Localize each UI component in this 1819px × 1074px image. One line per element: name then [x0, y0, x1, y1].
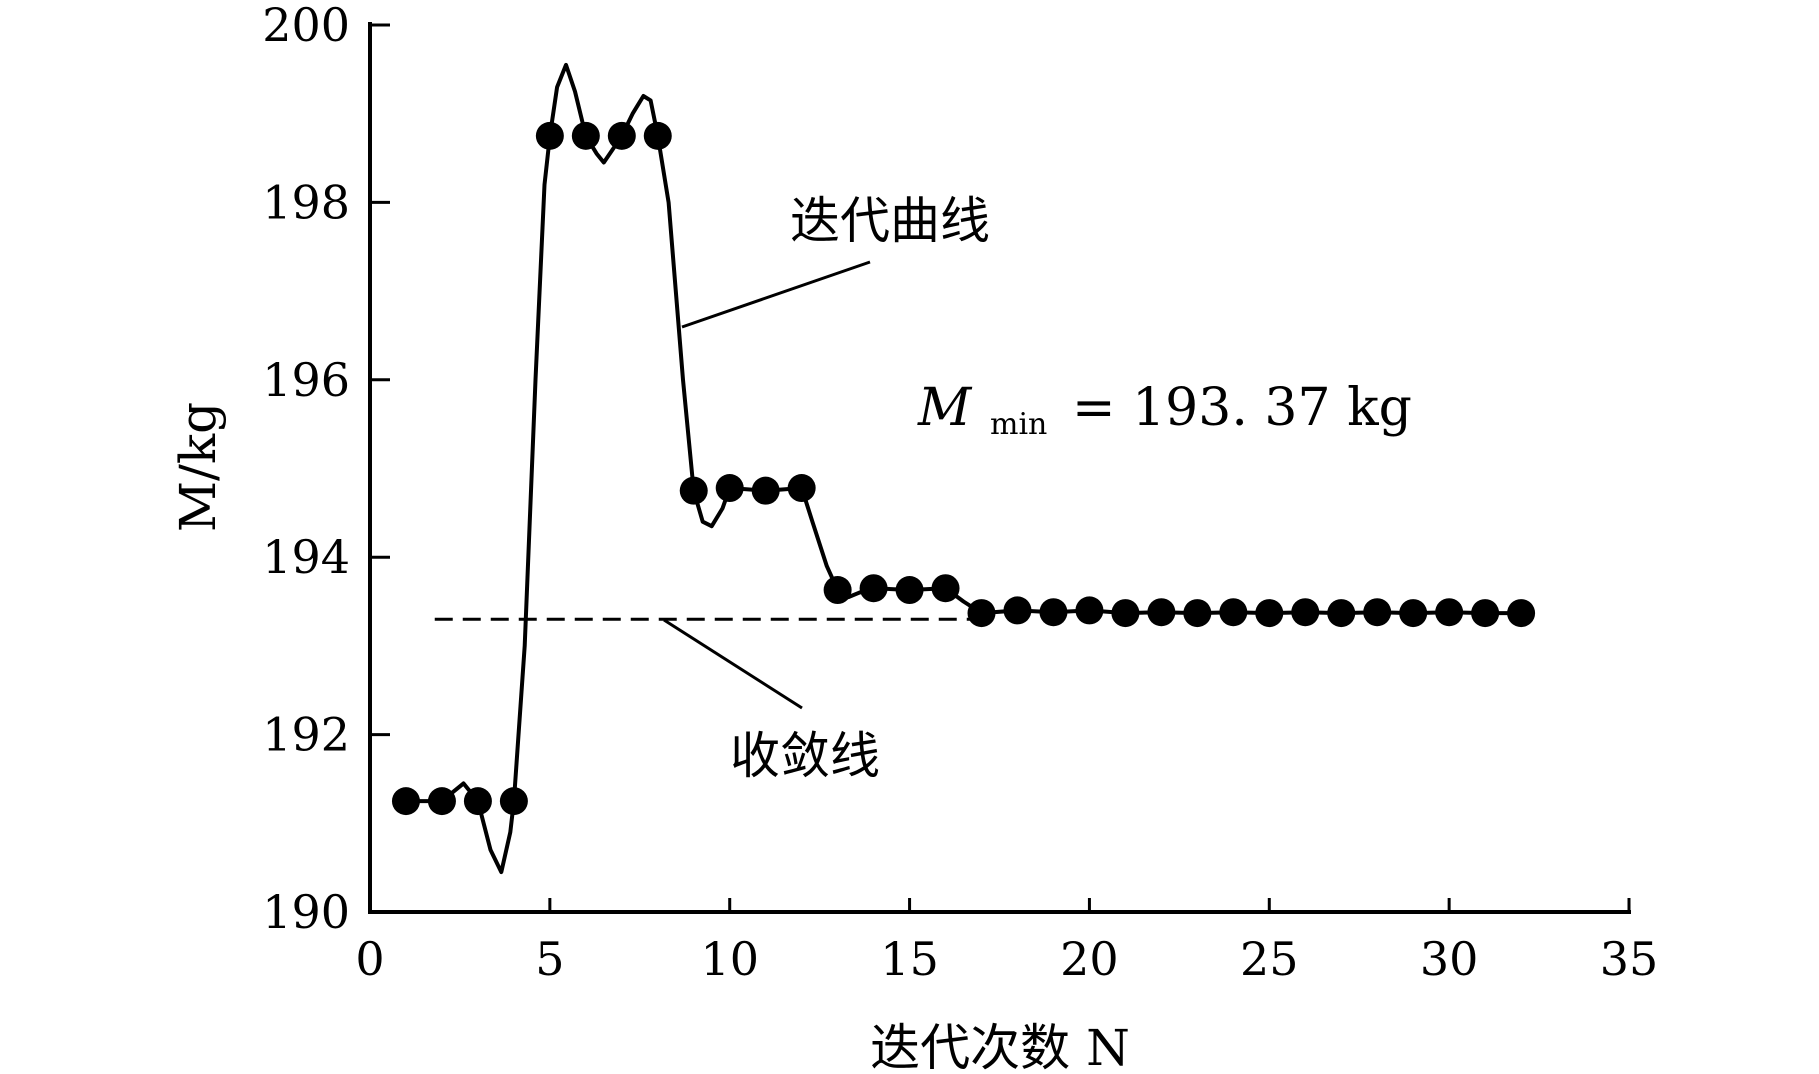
min-symbol: M — [917, 378, 973, 438]
data-point — [1435, 598, 1464, 627]
data-point — [967, 599, 996, 628]
convergence-label-leader — [663, 618, 803, 710]
x-tick-label: 20 — [1060, 932, 1119, 986]
data-point — [571, 121, 600, 150]
data-point — [1147, 598, 1176, 627]
x-tick-label: 15 — [880, 932, 939, 986]
data-point — [1039, 598, 1068, 627]
y-ticks: 190 192 194 196 198 200 — [262, 0, 390, 939]
y-tick-label: 198 — [262, 175, 350, 229]
data-point — [1399, 599, 1428, 628]
data-point — [1327, 599, 1356, 628]
x-tick-label: 35 — [1600, 932, 1659, 986]
convergence-label: 收敛线 — [730, 727, 880, 785]
data-point — [751, 476, 780, 505]
data-point — [499, 787, 528, 816]
data-point — [1471, 599, 1500, 628]
data-point — [535, 121, 564, 150]
y-tick-label: 190 — [262, 885, 350, 939]
x-tick-label: 5 — [535, 932, 564, 986]
data-point — [679, 476, 708, 505]
min-value: = 193. 37 kg — [1072, 378, 1412, 438]
y-tick-label: 192 — [262, 708, 350, 762]
x-tick-label: 30 — [1420, 932, 1479, 986]
data-point — [823, 576, 852, 605]
data-point — [787, 474, 816, 503]
min-mass-annotation: M min = 193. 37 kg — [917, 378, 1412, 442]
data-point — [1255, 599, 1284, 628]
data-point — [859, 574, 888, 603]
data-point — [1219, 598, 1248, 627]
y-tick-label: 196 — [262, 353, 350, 407]
iteration-curve — [406, 62, 1522, 875]
y-axis-title: M/kg — [169, 402, 227, 532]
x-tick-label: 10 — [700, 932, 759, 986]
curve-label: 迭代曲线 — [790, 192, 990, 250]
x-ticks: 0 5 10 15 20 25 30 35 — [355, 898, 1658, 986]
x-tick-label: 0 — [355, 932, 384, 986]
data-point — [427, 787, 456, 816]
x-tick-label: 25 — [1240, 932, 1299, 986]
data-point — [1003, 596, 1032, 625]
data-point — [715, 474, 744, 503]
data-point — [1291, 598, 1320, 627]
data-point — [1111, 599, 1140, 628]
data-point — [895, 576, 924, 605]
data-point — [1075, 596, 1104, 625]
data-point — [1507, 599, 1536, 628]
data-point — [463, 787, 492, 816]
curve-label-leader — [681, 260, 871, 329]
data-point — [931, 574, 960, 603]
data-point — [1183, 599, 1212, 628]
x-axis-title: 迭代次数 N — [870, 1019, 1130, 1074]
data-point — [1363, 598, 1392, 627]
y-tick-label: 194 — [262, 530, 350, 584]
data-markers — [391, 121, 1536, 816]
min-subscript: min — [990, 407, 1047, 442]
y-tick-label: 200 — [262, 0, 350, 52]
data-point — [391, 787, 420, 816]
data-point — [643, 121, 672, 150]
data-point — [607, 121, 636, 150]
